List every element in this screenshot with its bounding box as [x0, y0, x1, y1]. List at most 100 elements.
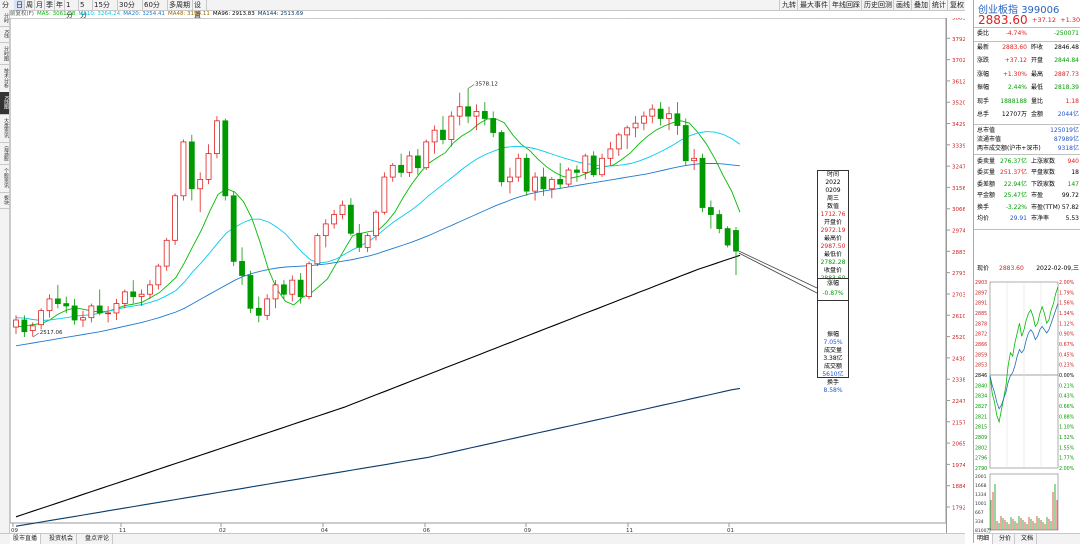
- candle[interactable]: [290, 280, 295, 294]
- candle[interactable]: [591, 156, 596, 175]
- left-tab[interactable]: 分时图: [0, 42, 9, 65]
- candle[interactable]: [533, 177, 538, 191]
- candle[interactable]: [307, 264, 312, 297]
- candle[interactable]: [675, 114, 680, 126]
- candle[interactable]: [390, 165, 395, 177]
- candle[interactable]: [80, 318, 85, 320]
- candle[interactable]: [667, 114, 672, 119]
- candle[interactable]: [323, 224, 328, 236]
- candle[interactable]: [223, 121, 228, 196]
- candle[interactable]: [206, 154, 211, 180]
- candle[interactable]: [608, 149, 613, 158]
- candle[interactable]: [64, 304, 69, 306]
- candle[interactable]: [541, 177, 546, 189]
- candle[interactable]: [298, 280, 303, 296]
- candle[interactable]: [30, 326, 35, 331]
- candle[interactable]: [466, 107, 471, 116]
- left-tab[interactable]: 技术分析: [0, 64, 9, 93]
- candle[interactable]: [708, 208, 713, 215]
- candle[interactable]: [507, 177, 512, 182]
- candle[interactable]: [650, 109, 655, 116]
- candle[interactable]: [156, 266, 161, 285]
- candle[interactable]: [566, 170, 571, 184]
- candle[interactable]: [700, 158, 705, 207]
- candle[interactable]: [22, 320, 27, 332]
- tool-button[interactable]: 叠加: [911, 0, 930, 10]
- candle[interactable]: [549, 179, 554, 188]
- candle[interactable]: [256, 308, 261, 315]
- candle[interactable]: [482, 111, 487, 118]
- tool-button[interactable]: 画线: [893, 0, 912, 10]
- left-tab[interactable]: 自选股: [0, 142, 9, 165]
- candle[interactable]: [248, 275, 253, 308]
- candle[interactable]: [432, 130, 437, 142]
- period-tab[interactable]: 60分: [142, 0, 168, 10]
- candle[interactable]: [189, 142, 194, 189]
- candle[interactable]: [357, 233, 362, 247]
- candle[interactable]: [72, 306, 77, 320]
- period-tab[interactable]: 1分: [64, 0, 79, 10]
- candle[interactable]: [55, 299, 60, 304]
- candle[interactable]: [240, 261, 245, 275]
- candle[interactable]: [516, 158, 521, 177]
- candle[interactable]: [181, 142, 186, 196]
- candle[interactable]: [39, 311, 44, 325]
- candle[interactable]: [499, 133, 504, 182]
- candle[interactable]: [407, 156, 412, 172]
- candle[interactable]: [273, 285, 278, 299]
- candle[interactable]: [449, 116, 454, 139]
- tool-button[interactable]: 九转: [779, 0, 798, 10]
- candle[interactable]: [315, 236, 320, 264]
- period-tab[interactable]: 30分: [117, 0, 143, 10]
- tool-button[interactable]: 历史回测: [861, 0, 894, 10]
- candle[interactable]: [415, 156, 420, 168]
- candle[interactable]: [524, 158, 529, 191]
- candle[interactable]: [106, 313, 111, 314]
- candle[interactable]: [692, 158, 697, 160]
- candle[interactable]: [474, 111, 479, 116]
- candle[interactable]: [600, 158, 605, 174]
- candle[interactable]: [231, 196, 236, 262]
- candle[interactable]: [332, 215, 337, 224]
- candle[interactable]: [683, 125, 688, 160]
- candle[interactable]: [198, 179, 203, 188]
- candle[interactable]: [558, 179, 563, 184]
- candle[interactable]: [114, 304, 119, 313]
- tool-button[interactable]: 统计: [929, 0, 948, 10]
- left-tab[interactable]: 分时: [0, 10, 9, 27]
- candle[interactable]: [616, 135, 621, 149]
- candle[interactable]: [399, 165, 404, 172]
- candle[interactable]: [641, 116, 646, 123]
- period-tab[interactable]: 设置: [192, 0, 207, 10]
- candle[interactable]: [725, 229, 730, 245]
- tool-button[interactable]: 年线回踩: [829, 0, 862, 10]
- candle[interactable]: [164, 240, 169, 266]
- candle[interactable]: [717, 215, 722, 229]
- candle[interactable]: [658, 109, 663, 118]
- candle[interactable]: [491, 118, 496, 132]
- candle[interactable]: [633, 123, 638, 128]
- candle[interactable]: [173, 196, 178, 241]
- candle[interactable]: [457, 107, 462, 116]
- candle[interactable]: [14, 320, 19, 327]
- candle[interactable]: [574, 170, 579, 172]
- candle[interactable]: [147, 285, 152, 294]
- candle[interactable]: [583, 156, 588, 172]
- candle[interactable]: [214, 121, 219, 154]
- candle[interactable]: [734, 230, 739, 251]
- candle[interactable]: [365, 236, 370, 248]
- candle[interactable]: [122, 292, 127, 304]
- left-tab[interactable]: 个股资讯: [0, 164, 9, 193]
- left-tab[interactable]: 大盘资讯: [0, 114, 9, 143]
- period-tab[interactable]: 5分: [78, 0, 93, 10]
- candle[interactable]: [625, 128, 630, 135]
- period-tab[interactable]: 分时: [0, 0, 15, 10]
- candle[interactable]: [424, 142, 429, 168]
- tool-button[interactable]: 复权: [947, 0, 966, 10]
- candle[interactable]: [348, 205, 353, 233]
- tool-button[interactable]: 最大事件: [797, 0, 830, 10]
- candle[interactable]: [97, 306, 102, 313]
- candle[interactable]: [440, 130, 445, 139]
- period-tab[interactable]: 多周期: [167, 0, 193, 10]
